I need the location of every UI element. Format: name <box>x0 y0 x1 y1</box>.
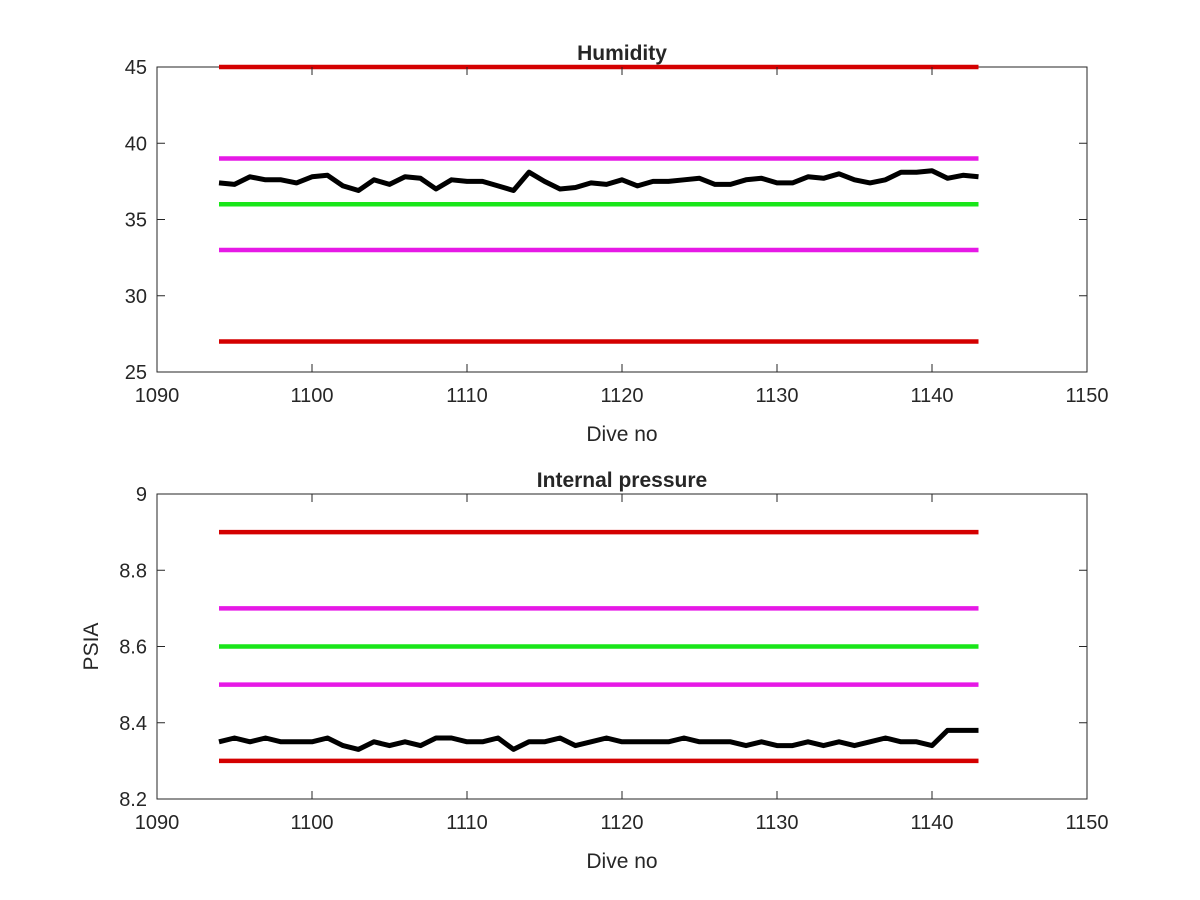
x-tick-label: 1090 <box>135 812 180 834</box>
x-tick-label: 1100 <box>290 385 333 407</box>
x-axis-label: Dive no <box>586 423 657 446</box>
y-tick-label: 8.6 <box>119 637 147 659</box>
y-tick-label: 45 <box>125 57 147 79</box>
y-tick-label: 8.8 <box>119 560 147 582</box>
y-tick-label: 40 <box>125 133 147 155</box>
x-tick-label: 1110 <box>446 812 488 834</box>
y-tick-label: 9 <box>136 484 147 506</box>
x-tick-label: 1150 <box>1065 385 1108 407</box>
axes-box <box>156 66 1088 373</box>
y-tick-label: 8.4 <box>119 713 147 735</box>
chart-title: Humidity <box>577 42 667 65</box>
y-tick-label: 30 <box>125 286 147 308</box>
x-tick-label: 1100 <box>290 812 333 834</box>
x-tick-label: 1140 <box>910 385 953 407</box>
x-tick-label: 1090 <box>135 385 180 407</box>
series-line-measured <box>218 727 979 752</box>
y-tick-label: 35 <box>125 210 147 232</box>
chart-title: Internal pressure <box>537 469 707 492</box>
x-tick-label: 1120 <box>600 812 643 834</box>
x-tick-label: 1150 <box>1065 812 1108 834</box>
chart-panel-1: 1090 1100 1110 1120 1130 1140 1150 25 30 35 40 45 Hu… <box>125 42 1109 446</box>
x-tick-label: 1140 <box>910 812 953 834</box>
y-axis-label: PSIA <box>80 623 103 671</box>
x-tick-label: 1120 <box>600 385 643 407</box>
chart-panel-2: 1090 1100 1110 1120 1130 1140 1150 8.2 8.4 8.6 8.8… <box>80 469 1109 873</box>
series-line-measured <box>218 168 979 193</box>
x-axis-label: Dive no <box>586 850 657 873</box>
y-tick-label: 25 <box>125 362 147 384</box>
x-tick-label: 1130 <box>755 812 798 834</box>
x-tick-label: 1130 <box>755 385 798 407</box>
x-tick-label: 1110 <box>446 385 488 407</box>
y-tick-label: 8.2 <box>119 789 147 811</box>
